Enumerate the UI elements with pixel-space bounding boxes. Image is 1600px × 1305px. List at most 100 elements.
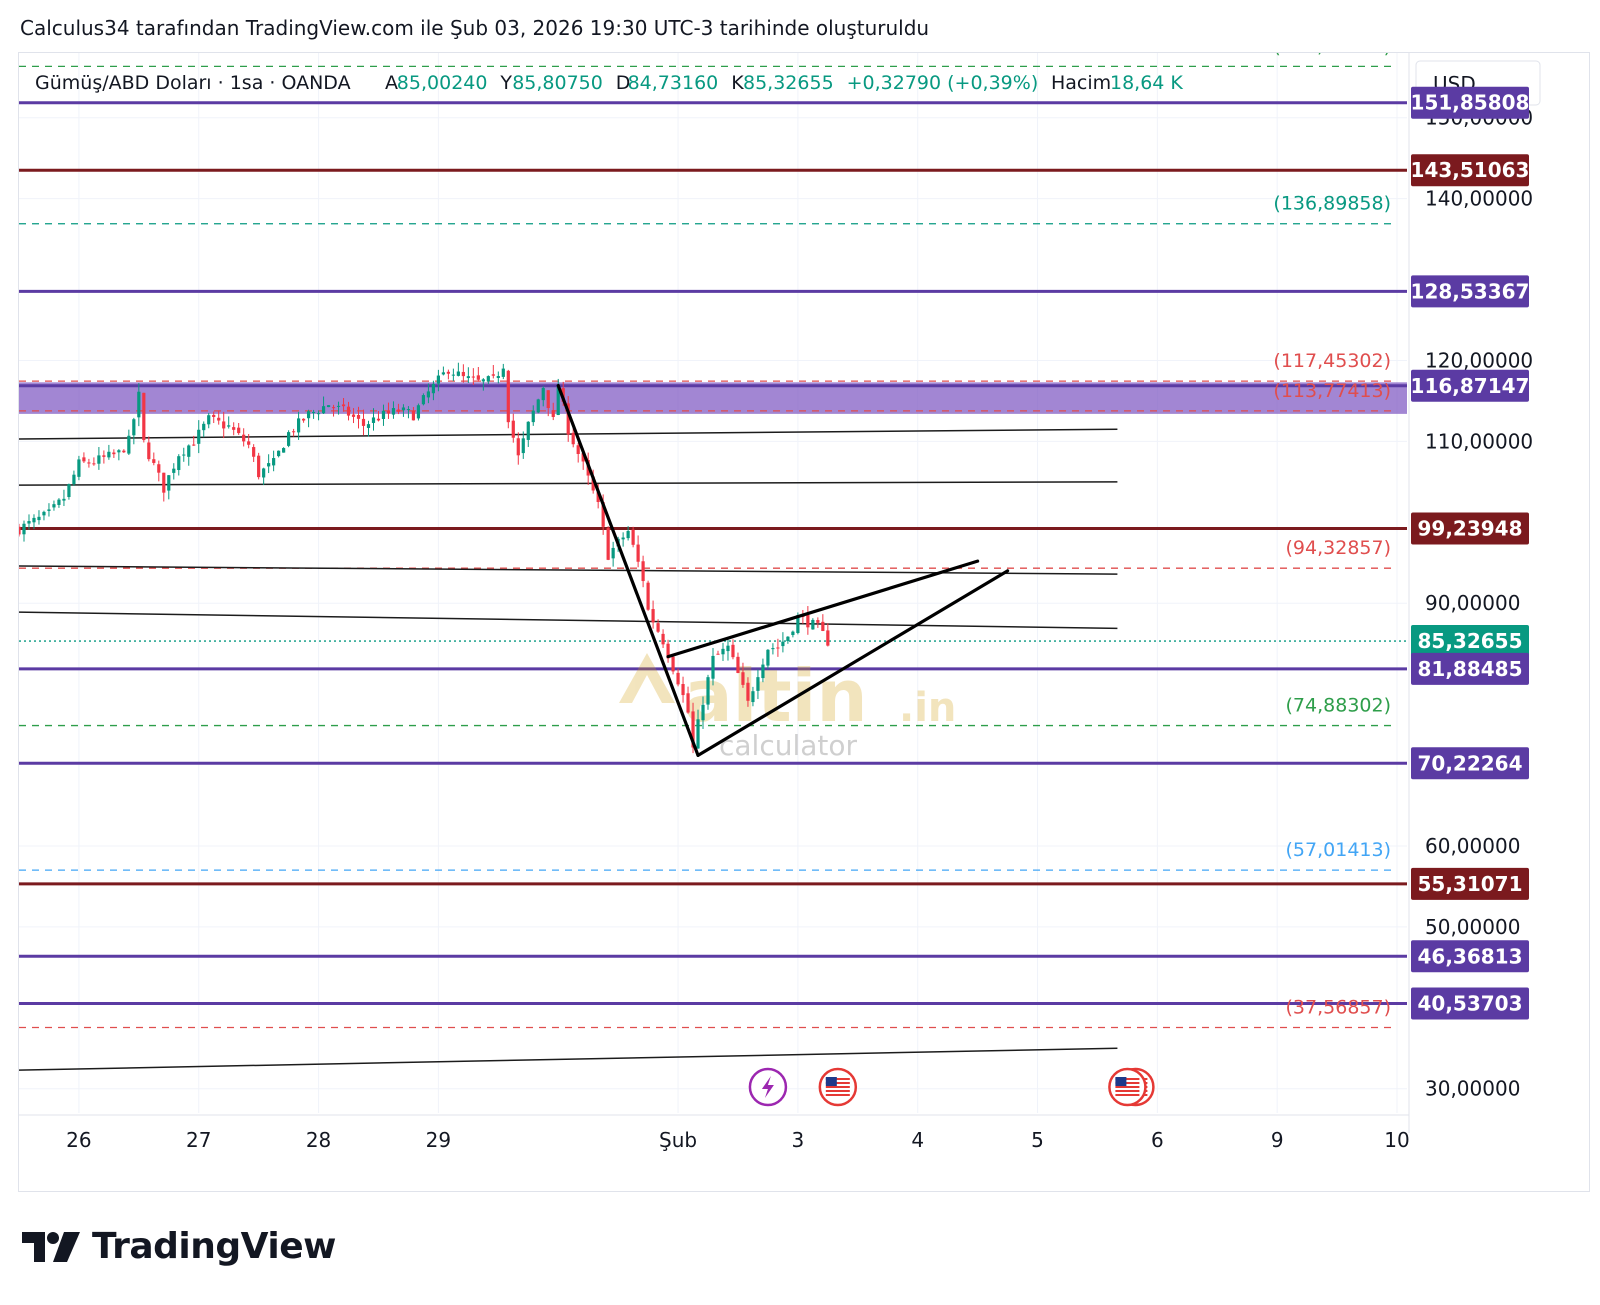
- price-level-badge-text: 55,31071: [1417, 872, 1522, 896]
- candle-body: [316, 413, 321, 415]
- candle-body: [806, 614, 810, 628]
- candle-body: [421, 395, 426, 405]
- candle-body: [696, 719, 700, 749]
- flag-stripe: [825, 1082, 850, 1084]
- grid-lines: [19, 53, 1407, 1113]
- candle-body: [766, 649, 770, 666]
- flag-stripe: [1115, 1090, 1140, 1092]
- candle-body: [321, 406, 326, 414]
- candle-body: [292, 431, 296, 433]
- candle-body: [107, 451, 111, 458]
- pattern-line: [696, 569, 1010, 757]
- candle-body: [496, 376, 500, 379]
- price-axis-bg: [1410, 53, 1589, 1191]
- candle-body: [716, 653, 720, 655]
- candle-body: [541, 388, 545, 401]
- x-tick-label: 29: [426, 1128, 451, 1152]
- candle-body: [331, 407, 336, 409]
- flag-stripe: [825, 1086, 850, 1088]
- time-axis: 26 27 28 29 Şub 3 4 5 6 9 10: [19, 1114, 1410, 1152]
- tradingview-logo[interactable]: TradingView: [22, 1226, 336, 1267]
- candle-body: [277, 450, 281, 457]
- price-level-badge: [1411, 987, 1529, 1020]
- candle-body: [162, 472, 166, 493]
- candle-body: [761, 664, 765, 679]
- legend-stat-label: A: [385, 72, 398, 94]
- candle-body: [606, 528, 610, 560]
- candle-body: [751, 691, 755, 703]
- price-level-badge: [1411, 154, 1529, 187]
- candle-body: [576, 445, 580, 454]
- flag-canton: [825, 1077, 837, 1086]
- candle-body: [72, 474, 76, 485]
- candle-body: [112, 452, 116, 455]
- candle-body: [631, 529, 635, 545]
- candle-body: [636, 544, 640, 562]
- chart-canvas[interactable]: altin .in calculator (156,34414) (136,89858)…: [19, 53, 1589, 1191]
- legend-stat-value: 18,64 K: [1110, 72, 1183, 94]
- candle-body: [356, 415, 361, 419]
- x-tick-label: 28: [306, 1128, 331, 1152]
- pattern-line: [556, 383, 700, 757]
- candle-body: [82, 457, 86, 462]
- candle-body: [686, 693, 690, 713]
- candle-body: [311, 411, 316, 414]
- candle-body: [671, 656, 675, 672]
- price-level-badge-text: 46,36813: [1417, 944, 1522, 968]
- candle-body: [187, 445, 191, 457]
- candle-body: [346, 406, 351, 416]
- candle-body: [207, 415, 211, 425]
- price-level-badge-text: 128,53367: [1411, 279, 1530, 303]
- projection-label: (37,56857): [1286, 996, 1391, 1018]
- candle-body: [37, 516, 41, 521]
- candle-body: [157, 464, 161, 473]
- x-tick-label: 3: [792, 1128, 805, 1152]
- candle-body: [526, 421, 530, 440]
- candle-body: [137, 391, 141, 418]
- legend-stat-value: 84,73160: [628, 72, 719, 94]
- price-level-badge: [1411, 625, 1529, 658]
- us-flag-event-icon[interactable]: [1108, 1067, 1155, 1107]
- lightning-event-icon[interactable]: [748, 1067, 788, 1107]
- candle-body: [626, 531, 630, 539]
- candle-body: [202, 423, 206, 431]
- x-tick-label: 27: [186, 1128, 211, 1152]
- candle-body: [336, 405, 341, 407]
- candle-body: [486, 376, 490, 382]
- legend-stat-label: K: [731, 72, 744, 94]
- price-level-badge: [1411, 275, 1529, 308]
- us-flag-event-icon[interactable]: [818, 1067, 858, 1107]
- lightning-bolt: [761, 1076, 774, 1098]
- candle-body: [556, 386, 560, 416]
- projection-label: (156,34414): [1273, 53, 1391, 57]
- y-tick-label: 110,00000: [1425, 429, 1533, 453]
- candle-body: [47, 509, 51, 511]
- x-tick-label: 10: [1384, 1128, 1409, 1152]
- candle-body: [122, 450, 126, 453]
- projection-label: (136,89858): [1273, 193, 1391, 215]
- trend-line: [19, 481, 1118, 486]
- chart-area[interactable]: altin .in calculator (156,34414) (136,89858)…: [18, 52, 1590, 1192]
- candle-body: [366, 424, 371, 428]
- candle-body: [167, 475, 171, 491]
- flag-stripe: [1115, 1094, 1140, 1096]
- candle-body: [19, 526, 21, 535]
- candle-body: [406, 409, 411, 411]
- x-tick-label: 5: [1031, 1128, 1044, 1152]
- watermark-icon: [619, 653, 675, 703]
- candle-body: [581, 453, 585, 462]
- x-tick-label: 26: [66, 1128, 91, 1152]
- candle-body: [242, 434, 246, 442]
- flag-canton: [1115, 1077, 1127, 1086]
- candle-body: [77, 459, 81, 477]
- candle-body: [396, 409, 401, 412]
- tradingview-logo-icon: [22, 1231, 80, 1262]
- candle-body: [596, 492, 600, 503]
- candle-body: [506, 370, 510, 423]
- trend-line: [19, 611, 1118, 630]
- candle-body: [511, 420, 515, 438]
- candle-body: [521, 438, 525, 454]
- candle-body: [257, 455, 261, 478]
- price-level-badge: [1411, 940, 1529, 973]
- candle-body: [566, 403, 570, 435]
